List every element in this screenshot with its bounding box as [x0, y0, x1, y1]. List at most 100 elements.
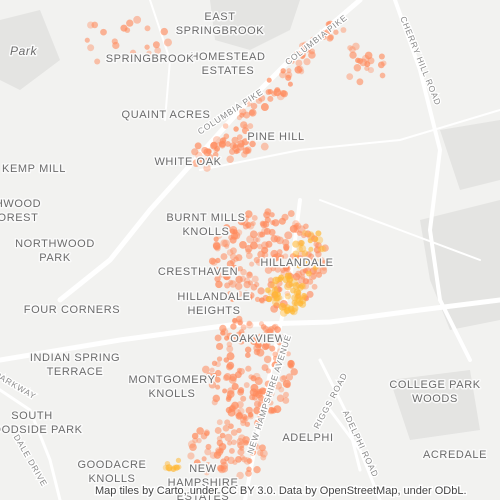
dot — [290, 368, 298, 376]
dot — [261, 251, 269, 259]
dot — [215, 342, 224, 351]
dot — [305, 270, 312, 277]
dot — [262, 325, 269, 332]
dot — [228, 448, 235, 454]
place-label: CRESTHAVEN — [158, 266, 238, 278]
dot — [353, 64, 362, 72]
dot — [129, 49, 137, 56]
dot — [250, 375, 257, 382]
dot — [347, 45, 353, 51]
dot — [250, 220, 256, 226]
place-label-line: KNOLLS — [88, 473, 135, 485]
dot — [285, 382, 291, 389]
place-label: WHITE OAK — [154, 156, 221, 168]
dot — [220, 253, 228, 261]
dot — [237, 217, 246, 226]
dot — [238, 367, 245, 375]
dot — [379, 72, 386, 79]
dot — [201, 456, 207, 462]
dot — [237, 318, 244, 326]
place-label-line: HILLANDALE — [177, 291, 250, 303]
dot — [281, 374, 288, 381]
dot — [246, 458, 253, 464]
dot — [237, 387, 245, 394]
dot — [267, 95, 274, 102]
dot — [235, 254, 243, 262]
dot — [253, 400, 262, 408]
dot — [286, 68, 292, 74]
dot — [298, 239, 305, 247]
dot — [327, 34, 335, 41]
dot — [215, 280, 223, 289]
dot — [231, 382, 239, 391]
dot — [230, 429, 238, 436]
dot — [215, 257, 221, 264]
dot — [252, 334, 260, 342]
place-label-line: WOODS — [412, 393, 458, 405]
dot — [236, 290, 243, 298]
dot — [264, 266, 273, 274]
dot — [194, 142, 202, 150]
dot — [209, 367, 215, 373]
dot — [271, 286, 279, 294]
dot — [144, 25, 151, 32]
dot — [315, 251, 322, 258]
dot — [144, 44, 150, 50]
dot — [303, 223, 309, 230]
place-label-line: NEW — [189, 463, 216, 475]
dot — [231, 265, 240, 273]
dot — [264, 216, 271, 224]
dot — [256, 342, 262, 348]
dot — [264, 380, 272, 388]
dot — [315, 236, 324, 244]
dot — [268, 326, 275, 333]
dot — [292, 250, 300, 257]
place-label-line: NORTHWOOD — [15, 238, 95, 250]
dot — [249, 261, 255, 267]
dot — [94, 58, 101, 65]
dot — [204, 157, 211, 164]
dot — [300, 259, 308, 267]
dot — [236, 427, 242, 434]
place-label: MONTGOMERY KNOLLS — [128, 374, 215, 400]
dot — [212, 394, 220, 403]
dot — [276, 236, 284, 245]
place-label: KEMP MILL — [2, 163, 66, 175]
dot — [235, 412, 243, 420]
dot — [259, 449, 268, 458]
dot — [367, 66, 374, 74]
dot — [242, 223, 249, 230]
dot — [218, 141, 226, 149]
dot — [228, 423, 234, 430]
dot — [212, 242, 221, 251]
dot — [294, 50, 301, 57]
place-label: HILLANDALE — [260, 257, 333, 269]
dot — [243, 111, 251, 119]
dot — [258, 333, 264, 339]
dot — [191, 148, 199, 156]
dot — [290, 278, 299, 287]
dot — [242, 147, 250, 155]
dot — [252, 236, 259, 243]
dot — [203, 469, 210, 476]
dot — [226, 345, 234, 353]
dot — [295, 261, 303, 269]
dot — [222, 123, 229, 129]
dot — [254, 296, 261, 302]
dot — [364, 51, 373, 60]
dot — [272, 351, 278, 358]
attribution: Map tiles by Carto, under CC BY 3.0. Dat… — [95, 485, 467, 497]
dot — [315, 242, 322, 249]
place-label-line: KNOLLS — [148, 388, 195, 400]
dot — [200, 432, 208, 440]
place-label-line: WHITE OAK — [154, 156, 221, 168]
place-label-line: PINE HILL — [247, 131, 304, 143]
dot — [213, 147, 219, 153]
place-label-line: OAKVIEW — [230, 333, 286, 345]
dot — [312, 265, 318, 271]
place-label-line: SPRINGBROOK — [176, 25, 265, 37]
dot — [285, 74, 292, 81]
place-label-line: ACREDALE — [423, 449, 487, 461]
dot — [249, 448, 257, 456]
dot — [258, 94, 266, 102]
